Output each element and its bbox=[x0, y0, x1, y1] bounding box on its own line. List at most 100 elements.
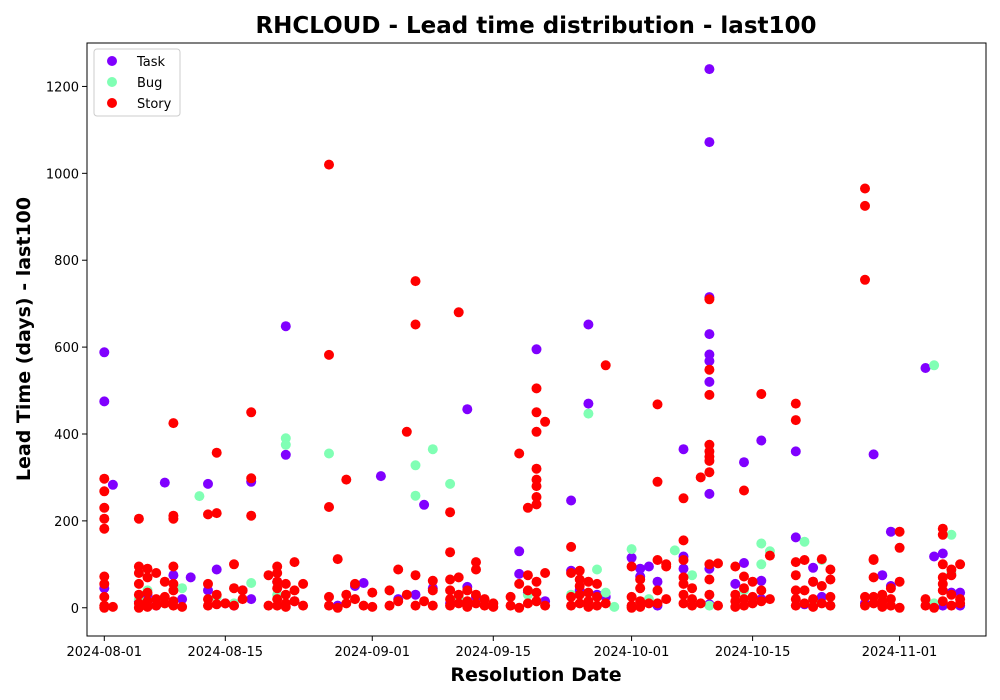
point-task bbox=[168, 570, 179, 581]
point-story bbox=[635, 583, 646, 594]
point-story bbox=[263, 600, 274, 611]
point-story bbox=[107, 601, 118, 612]
point-story bbox=[695, 598, 706, 609]
point-story bbox=[704, 559, 715, 570]
point-task bbox=[929, 551, 940, 562]
point-story bbox=[410, 276, 421, 287]
point-story bbox=[246, 407, 257, 418]
point-task bbox=[566, 495, 577, 506]
point-story bbox=[868, 554, 879, 565]
point-story bbox=[289, 585, 300, 596]
point-story bbox=[860, 183, 870, 194]
point-story bbox=[99, 571, 110, 582]
point-story bbox=[263, 570, 274, 581]
x-axis-label: Resolution Date bbox=[450, 664, 621, 686]
point-task bbox=[514, 546, 525, 557]
point-story bbox=[600, 598, 611, 609]
point-story bbox=[427, 585, 438, 596]
point-story bbox=[937, 559, 948, 570]
point-story bbox=[324, 600, 334, 611]
point-story bbox=[445, 574, 456, 585]
point-task bbox=[885, 526, 896, 537]
point-story bbox=[894, 526, 905, 537]
point-task bbox=[375, 471, 386, 482]
point-story bbox=[237, 585, 248, 596]
point-story bbox=[151, 600, 162, 611]
point-story bbox=[445, 547, 456, 558]
point-task bbox=[358, 578, 369, 588]
point-story bbox=[384, 600, 395, 611]
x-tick-label: 2024-09-01 bbox=[334, 645, 410, 660]
point-story bbox=[142, 563, 153, 574]
point-story bbox=[704, 389, 715, 400]
legend-marker-bug bbox=[107, 77, 117, 87]
point-story bbox=[799, 555, 810, 565]
point-task bbox=[704, 376, 715, 387]
point-bug bbox=[427, 444, 438, 455]
point-task bbox=[514, 568, 525, 579]
point-story bbox=[626, 561, 637, 572]
point-story bbox=[289, 557, 300, 568]
y-tick-label: 0 bbox=[71, 602, 79, 617]
point-story bbox=[730, 561, 741, 572]
point-story bbox=[877, 601, 888, 612]
point-story bbox=[133, 568, 144, 578]
point-story bbox=[531, 426, 542, 437]
point-task bbox=[739, 558, 749, 568]
point-story bbox=[522, 585, 533, 596]
point-task bbox=[583, 398, 594, 409]
y-tick-label: 200 bbox=[54, 515, 79, 530]
point-task bbox=[756, 435, 767, 446]
point-story bbox=[825, 574, 836, 585]
point-story bbox=[574, 565, 585, 576]
point-task bbox=[790, 532, 801, 543]
point-story bbox=[790, 415, 801, 426]
point-story bbox=[133, 578, 144, 589]
point-task bbox=[704, 64, 715, 75]
point-story bbox=[592, 591, 602, 602]
point-story bbox=[211, 599, 222, 610]
point-story bbox=[211, 508, 222, 519]
point-story bbox=[168, 513, 179, 524]
legend: Task Bug Story bbox=[93, 48, 181, 117]
point-story bbox=[540, 568, 551, 578]
point-story bbox=[203, 509, 213, 520]
point-task bbox=[635, 563, 646, 574]
point-story bbox=[626, 591, 637, 602]
point-story bbox=[324, 502, 334, 512]
point-task bbox=[730, 578, 741, 589]
point-story bbox=[159, 598, 170, 609]
point-task bbox=[159, 477, 170, 488]
point-story bbox=[358, 600, 369, 611]
point-story bbox=[678, 578, 689, 589]
point-task bbox=[211, 564, 222, 575]
point-story bbox=[159, 576, 170, 587]
point-story bbox=[808, 594, 819, 605]
point-story bbox=[540, 600, 551, 611]
point-story bbox=[860, 591, 870, 602]
point-story bbox=[522, 502, 533, 513]
point-story bbox=[704, 455, 715, 466]
point-bug bbox=[583, 408, 594, 419]
point-story bbox=[453, 589, 464, 600]
point-story bbox=[324, 159, 334, 170]
point-bug bbox=[592, 564, 602, 575]
point-task bbox=[177, 594, 188, 605]
point-story bbox=[488, 601, 499, 612]
point-story bbox=[471, 598, 481, 609]
point-story bbox=[739, 485, 749, 496]
point-task bbox=[246, 594, 257, 605]
point-story bbox=[730, 601, 741, 612]
point-story bbox=[280, 578, 291, 589]
point-story bbox=[790, 570, 801, 581]
point-story bbox=[99, 602, 110, 613]
point-story bbox=[168, 561, 179, 572]
point-story bbox=[574, 598, 585, 609]
point-story bbox=[531, 407, 542, 418]
point-story bbox=[350, 594, 360, 605]
point-story bbox=[713, 558, 723, 569]
point-story bbox=[652, 399, 663, 410]
point-story bbox=[531, 383, 542, 394]
point-story bbox=[574, 581, 585, 591]
point-story bbox=[652, 585, 663, 596]
